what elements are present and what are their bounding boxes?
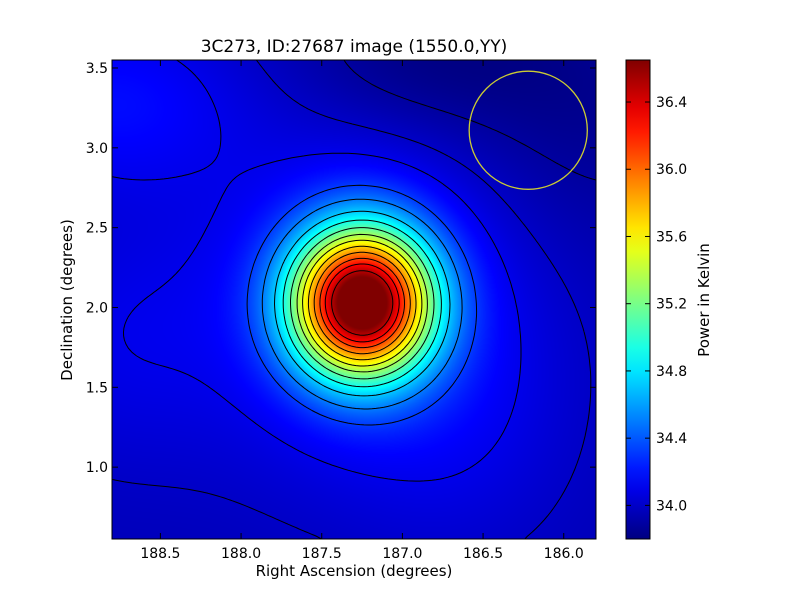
contour-line-8 <box>290 227 435 380</box>
contour-line-3 <box>112 60 522 482</box>
colorbar-frame <box>625 59 651 540</box>
beam-circle <box>468 70 588 190</box>
plot-frame <box>111 59 597 540</box>
colorbar-ticks: 34.0 34.4 34.8 35.2 35.6 36.0 36.4 <box>626 95 687 514</box>
y-tick-label: 3.0 <box>86 141 108 157</box>
y-tick-label: 3.5 <box>86 61 108 77</box>
heatmap-image-container <box>112 60 596 539</box>
contour-line-15 <box>331 270 394 336</box>
y-tick-label: 2.0 <box>86 300 108 316</box>
contour-line-13 <box>319 257 405 349</box>
colorbar-tick-label: 34.8 <box>656 364 687 380</box>
colorbar: 34.0 34.4 34.8 35.2 35.6 36.0 36.4 Power in Ke… <box>625 59 713 540</box>
contour-line-14 <box>324 263 400 343</box>
x-axis-label: Right Ascension (degrees) <box>256 562 453 580</box>
colorbar-label: Power in Kelvin <box>695 243 713 357</box>
contour-line-10 <box>302 239 423 367</box>
x-tick-label: 187.5 <box>302 546 342 562</box>
contour-line-5 <box>261 198 463 410</box>
x-tick-label: 188.0 <box>221 546 261 562</box>
y-tick-label: 2.5 <box>86 221 108 237</box>
contour-line-11 <box>307 245 417 361</box>
colorbar-tick-label: 36.0 <box>656 162 687 178</box>
contour-line-6 <box>274 210 451 397</box>
colorbar-tick-label: 34.0 <box>656 498 687 514</box>
y-tick-label: 1.0 <box>86 460 108 476</box>
colorbar-tick-label: 34.4 <box>656 431 687 447</box>
x-axis-ticks: 188.5 188.0 187.5 187.0 186.5 186.0 <box>140 60 584 562</box>
colorbar-gradient <box>626 60 650 539</box>
y-axis-ticks: 1.0 1.5 2.0 2.5 3.0 3.5 <box>86 61 596 476</box>
x-tick-label: 187.0 <box>382 546 422 562</box>
contour-line-9 <box>296 233 428 373</box>
contour-line-12 <box>313 251 411 355</box>
x-tick-label: 186.5 <box>463 546 503 562</box>
plot-area <box>111 59 597 540</box>
contour-line-2 <box>112 60 592 539</box>
colorbar-tick-label: 35.2 <box>656 297 687 313</box>
y-tick-label: 1.5 <box>86 380 108 396</box>
contour-line-4 <box>246 184 478 426</box>
contour-lines <box>112 60 596 539</box>
colorbar-tick-label: 35.6 <box>656 229 687 245</box>
colorbar-tick-label: 36.4 <box>656 95 687 111</box>
y-axis-label: Declination (degrees) <box>58 219 76 381</box>
contour-line-7 <box>282 219 442 388</box>
heatmap-image <box>112 60 596 539</box>
chart-title: 3C273, ID:27687 image (1550.0,YY) <box>201 37 508 57</box>
x-tick-label: 188.5 <box>140 546 180 562</box>
x-tick-label: 186.0 <box>544 546 584 562</box>
